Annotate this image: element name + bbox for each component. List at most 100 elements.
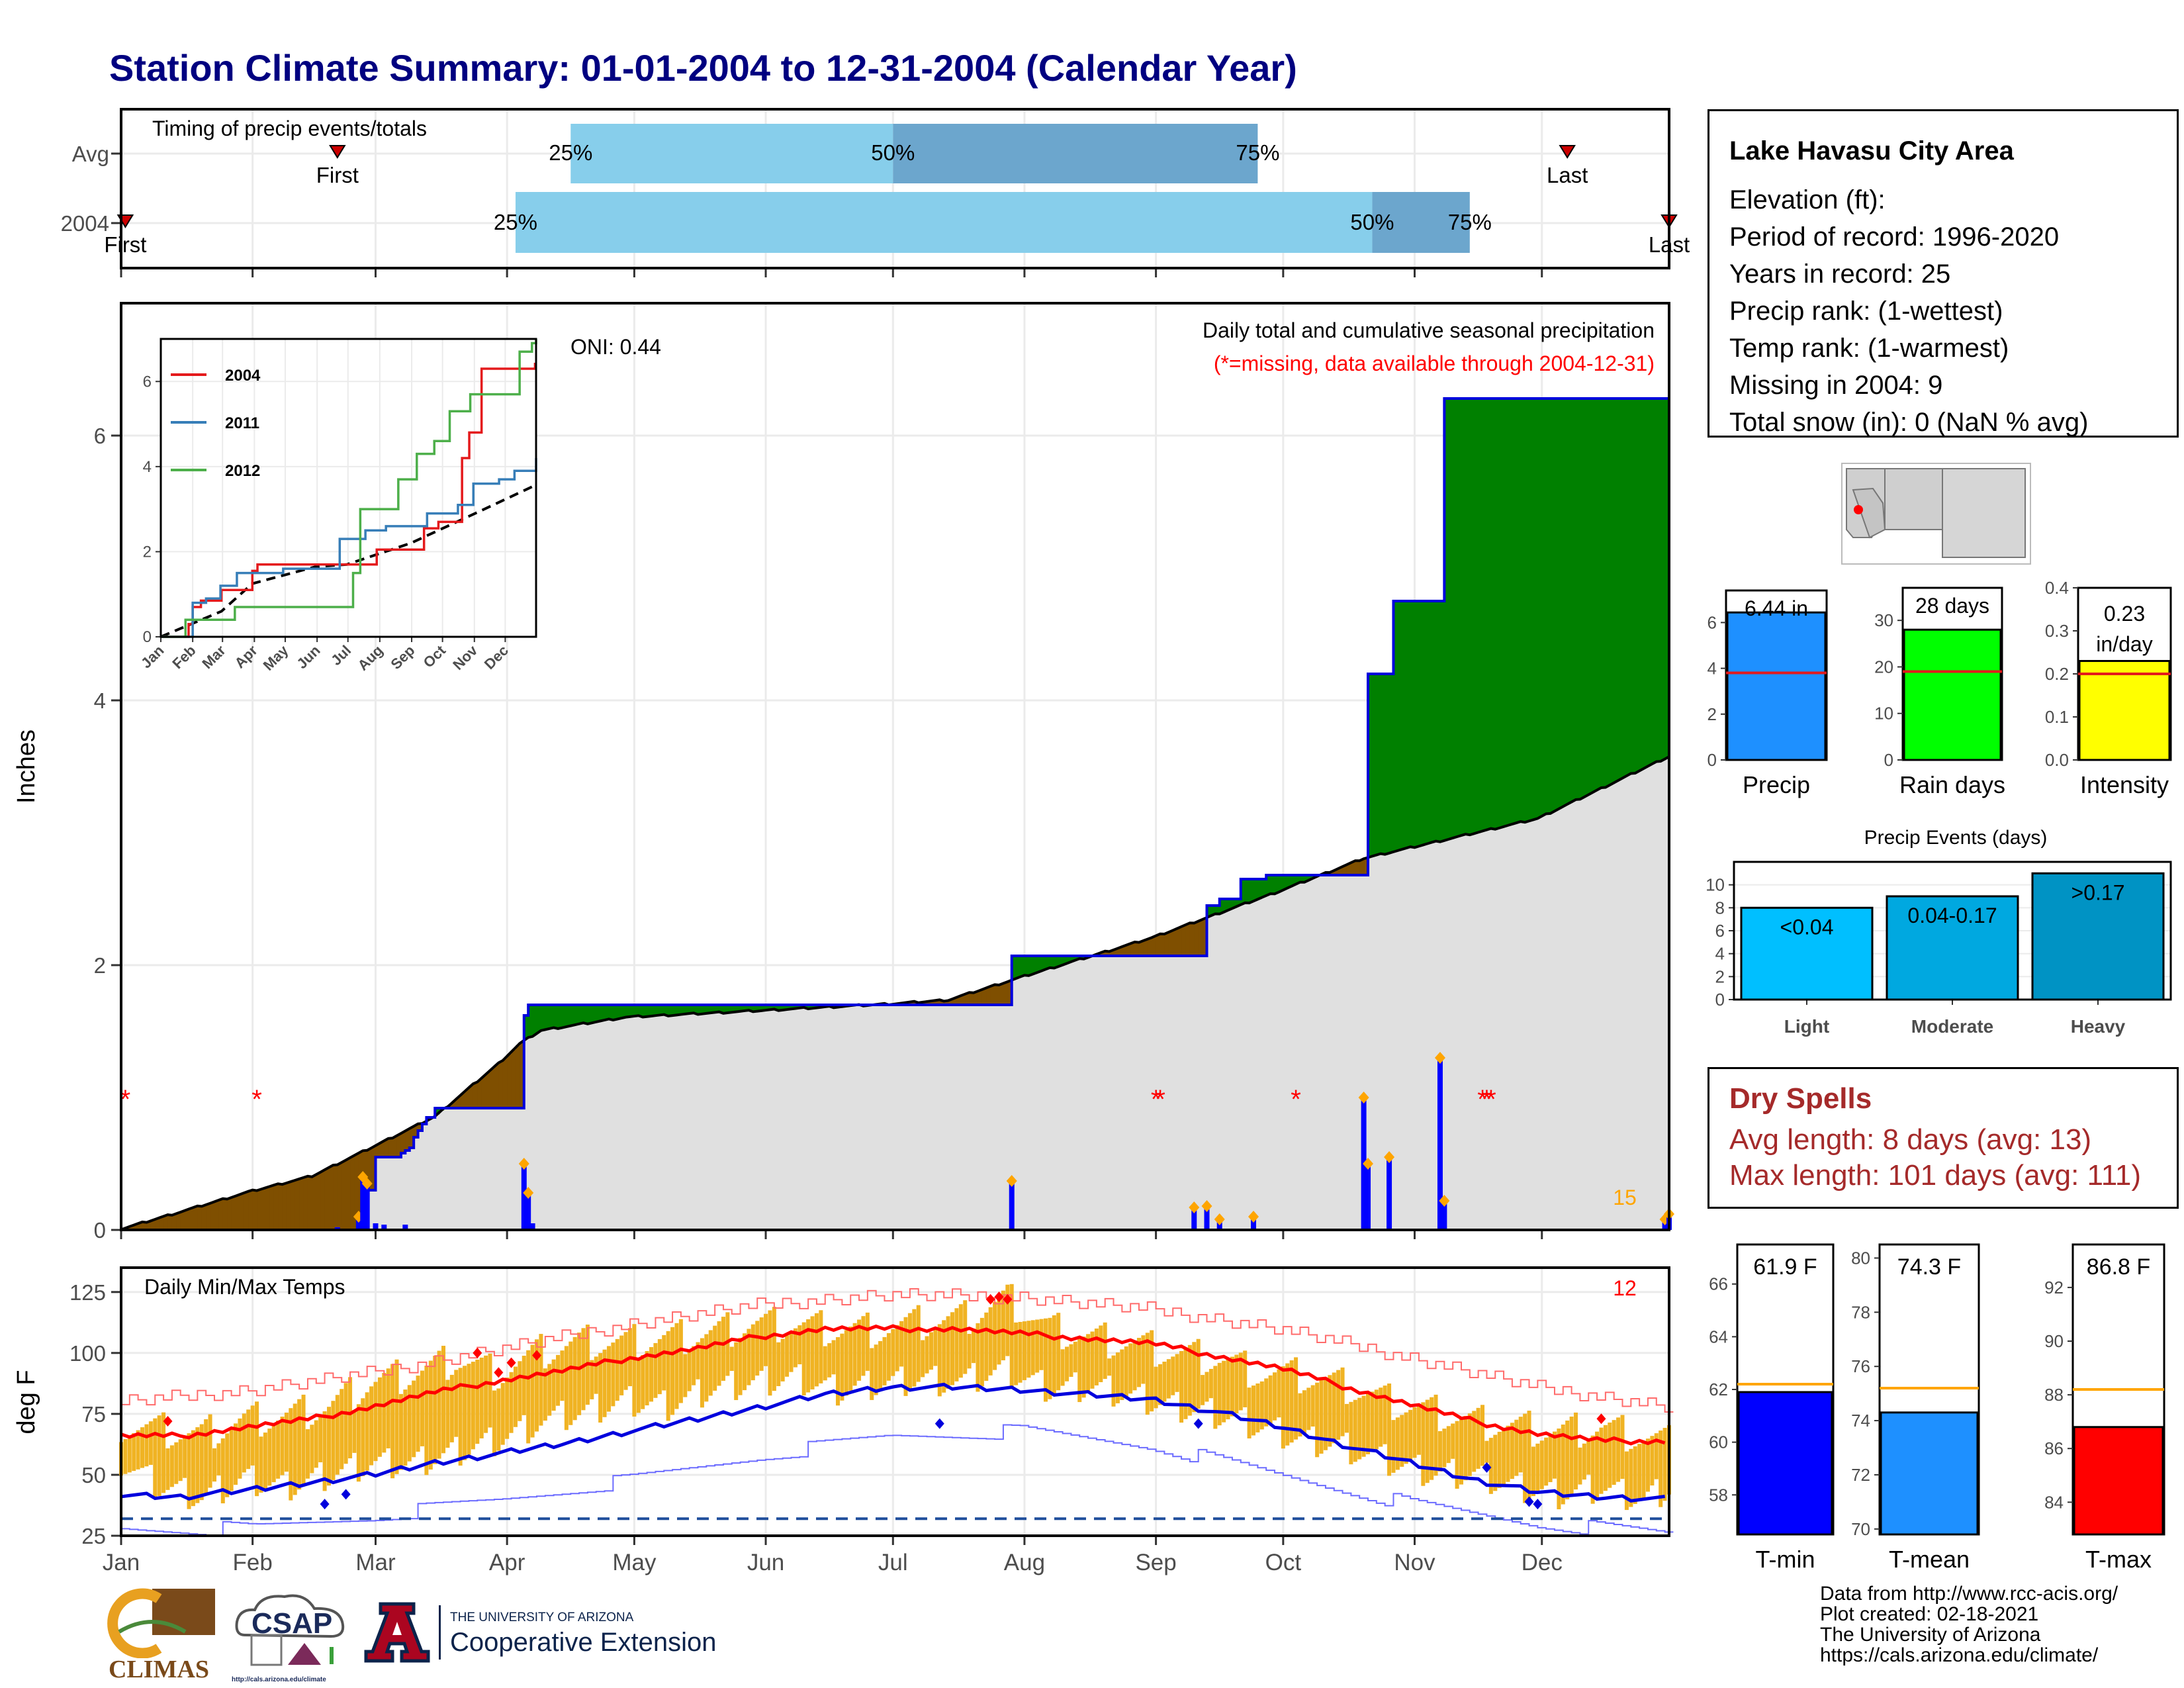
timing-bar-50-75 [1372,192,1470,253]
cum-diff-area [710,1005,715,1013]
footer-url: https://cals.arizona.edu/climate/ [1820,1644,2099,1666]
page-title: Station Climate Summary: 01-01-2004 to 1… [109,47,1297,89]
temps-daily-bar [492,1390,496,1456]
cum-diff-area [1325,872,1330,875]
cum-diff-area [1495,399,1500,829]
cum-diff-area [939,1000,944,1005]
cum-diff-area [1011,956,1017,980]
cum-diff-area [909,1002,915,1005]
cum-missing-marker: * [251,1085,262,1114]
inset-ytick-label: 0 [143,628,152,646]
cum-diff-area [1164,933,1169,956]
cum-diff-area [570,1005,576,1025]
temps-daily-bar [1039,1319,1044,1370]
cum-diff-area [787,1005,792,1009]
cum-diff-area [1346,863,1351,875]
cum-diff-area [647,1005,652,1017]
cum-diff-area [329,1166,334,1230]
station-info-box: Lake Havasu City Area Elevation (ft): Pe… [1707,109,2179,438]
temps-daily-bar [488,1353,492,1428]
cum-diff-area [740,1005,745,1011]
cum-diff-area [1147,938,1152,956]
cum-diff-area [782,1005,788,1010]
dry-spells-avg: Avg length: 8 days (avg: 13) [1729,1123,2092,1156]
cum-diff-area [176,1213,181,1230]
cum-diff-area [960,994,966,1005]
cum-diff-area [1050,956,1055,968]
cum-diff-area [384,1139,389,1157]
cum-diff-area [257,1190,262,1230]
cum-diff-area [477,1080,482,1108]
events-title: Precip Events (days) [1864,827,2048,849]
cum-diff-area [1385,674,1390,854]
cum-diff-area [1219,899,1224,914]
temps-daily-bar [407,1385,412,1462]
cum-diff-area [180,1211,185,1230]
totals-ytick-label: 0.2 [2045,664,2069,684]
cum-diff-area [146,1221,152,1230]
temps-daily-bar [1217,1362,1222,1426]
cum-diff-area [1610,399,1615,784]
temps-daily-bar [1306,1387,1311,1430]
cum-diff-area [1261,879,1267,897]
temps-record-low-marker [320,1499,330,1510]
temps-daily-bar [1073,1341,1077,1373]
temps-daily-bar [1527,1411,1531,1500]
temps-daily-bar [386,1368,390,1449]
temps-daily-bar [1030,1320,1035,1376]
cum-diff-area [736,1005,741,1012]
cum-diff-area [1122,945,1127,956]
cum-diff-area [337,1163,342,1230]
cum-diff-area [532,1005,537,1035]
temps-daily-bar [1026,1321,1031,1378]
temps-daily-bar [500,1383,505,1445]
temps-record-high-marker [163,1415,173,1427]
cum-diff-area [396,1134,402,1157]
temps-frame [120,1266,1670,1537]
temps-daily-bar [921,1340,925,1378]
timing-label-50: 50% [871,140,915,165]
cum-diff-area [278,1184,283,1230]
temps-daily-bar [242,1413,246,1473]
tsum-bar [1880,1411,1979,1536]
cum-diff-area [689,1005,694,1013]
temps-month-label: Mar [355,1550,396,1575]
events-bar-label: <0.04 [1780,915,1834,939]
temps-daily-bar [547,1364,552,1416]
cum-title: Daily total and cumulative seasonal prec… [1203,318,1655,342]
temps-daily-bar [191,1430,195,1507]
cum-ytick-label: 4 [94,688,106,713]
cum-diff-area [1490,399,1496,829]
totals-value-label: 0.23 [2104,602,2145,626]
cum-diff-area [655,1005,660,1015]
temps-daily-bar [263,1432,267,1489]
cum-diff-area [388,1138,393,1157]
cum-diff-area [379,1142,385,1157]
timing-label-first: First [104,232,146,257]
cum-diff-area [1614,399,1619,782]
temps-daily-bar [785,1335,790,1377]
cum-diff-area [1508,399,1513,825]
tsum-category-label: T-min [1756,1546,1815,1573]
cum-diff-area [621,1005,627,1018]
temps-title: Daily Min/Max Temps [144,1275,345,1299]
temps-daily-bar [1353,1399,1357,1462]
temps-daily-bar [539,1334,543,1426]
cum-diff-area [1372,674,1377,856]
cum-diff-area [354,1154,359,1230]
temps-daily-bar [1162,1361,1167,1402]
temps-daily-bar [1005,1284,1010,1356]
totals-ytick-label: 0.0 [2045,750,2069,770]
cum-diff-area [1189,923,1195,956]
cum-diff-area [1504,399,1509,826]
tsum-category-label: T-max [2085,1546,2152,1573]
station-snow: Total snow (in): 0 (NaN % avg) [1729,408,2089,437]
temps-daily-bar [475,1359,480,1444]
temps-daily-bar [293,1403,297,1495]
temps-daily-bar [1171,1356,1175,1395]
cum-diff-area [1516,399,1522,823]
cum-diff-area [634,1005,639,1016]
cum-diff-area [1410,601,1416,847]
cum-missing-marker: * [1482,1085,1492,1114]
temps-daily-bar [886,1333,891,1381]
